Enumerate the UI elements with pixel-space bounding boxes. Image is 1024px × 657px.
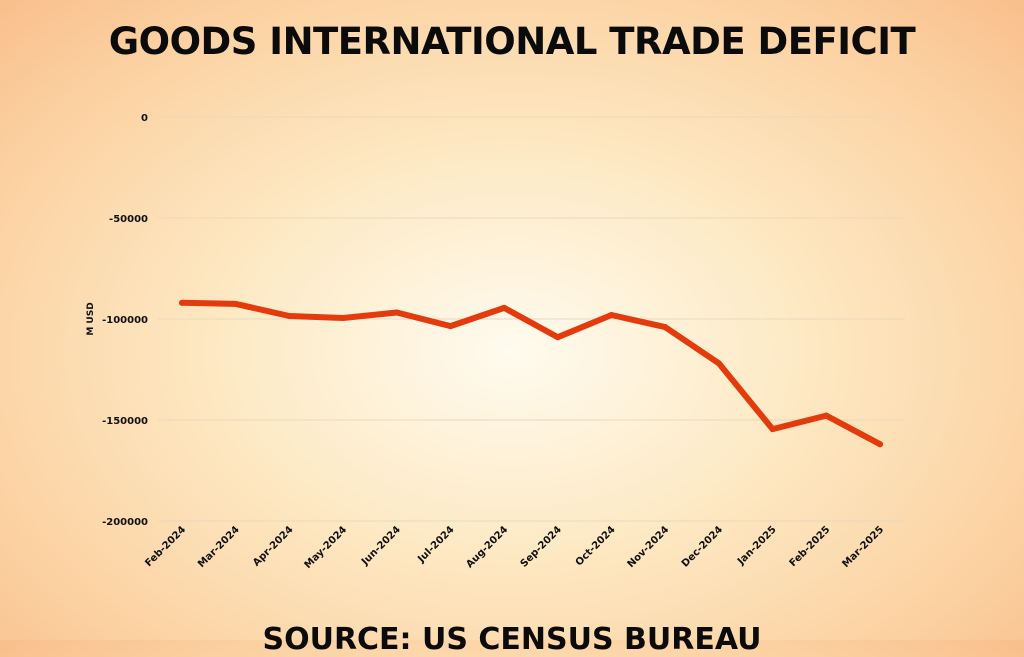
chart-plot: 0-50000-100000-150000-200000 Feb-2024 Mar… bbox=[86, 113, 905, 571]
data-point bbox=[340, 314, 347, 321]
data-point bbox=[286, 312, 293, 319]
x-tick-label: Jan-2025 bbox=[735, 524, 779, 568]
x-tick-label: Oct-2024 bbox=[574, 524, 618, 568]
data-point bbox=[447, 323, 454, 330]
series-line bbox=[179, 299, 883, 448]
data-point bbox=[608, 311, 615, 318]
data-point bbox=[769, 426, 776, 433]
y-tick-label: -200000 bbox=[102, 517, 148, 528]
x-tick-label: Mar-2025 bbox=[840, 524, 886, 570]
data-point bbox=[554, 334, 561, 341]
x-axis-ticks: Feb-2024 Mar-2024 Apr-2024 May-2024 Jun-2024… bbox=[143, 524, 886, 571]
y-axis-label: M USD bbox=[86, 302, 96, 335]
data-point bbox=[662, 324, 669, 331]
x-tick-label: Feb-2025 bbox=[788, 524, 833, 569]
x-tick-label: Feb-2024 bbox=[143, 524, 188, 569]
x-tick-label: May-2024 bbox=[303, 524, 350, 571]
data-point bbox=[232, 300, 239, 307]
x-tick-label: Aug-2024 bbox=[464, 524, 510, 570]
y-tick-label: 0 bbox=[141, 113, 148, 124]
x-tick-label: Sep-2024 bbox=[519, 524, 564, 569]
data-point bbox=[877, 441, 883, 448]
y-tick-label: -100000 bbox=[102, 315, 148, 326]
x-tick-label: Nov-2024 bbox=[626, 524, 672, 570]
data-point bbox=[501, 304, 508, 311]
x-tick-label: Apr-2024 bbox=[251, 524, 295, 568]
data-point bbox=[715, 360, 722, 367]
x-tick-label: Jun-2024 bbox=[359, 524, 403, 568]
data-point bbox=[823, 412, 830, 419]
series-layer bbox=[179, 299, 883, 448]
chart-title: GOODS INTERNATIONAL TRADE DEFICIT bbox=[108, 20, 916, 63]
y-tick-label: -50000 bbox=[109, 214, 148, 225]
x-tick-label: Dec-2024 bbox=[680, 524, 725, 569]
x-tick-label: Jul-2024 bbox=[415, 524, 456, 565]
x-tick-label: Mar-2024 bbox=[196, 524, 242, 570]
y-tick-label: -150000 bbox=[102, 416, 148, 427]
data-point bbox=[393, 309, 400, 316]
grid-lines bbox=[158, 116, 905, 522]
data-point bbox=[179, 299, 185, 306]
y-axis-ticks: 0 -50000 -100000 -150000 -200000 bbox=[102, 113, 148, 528]
